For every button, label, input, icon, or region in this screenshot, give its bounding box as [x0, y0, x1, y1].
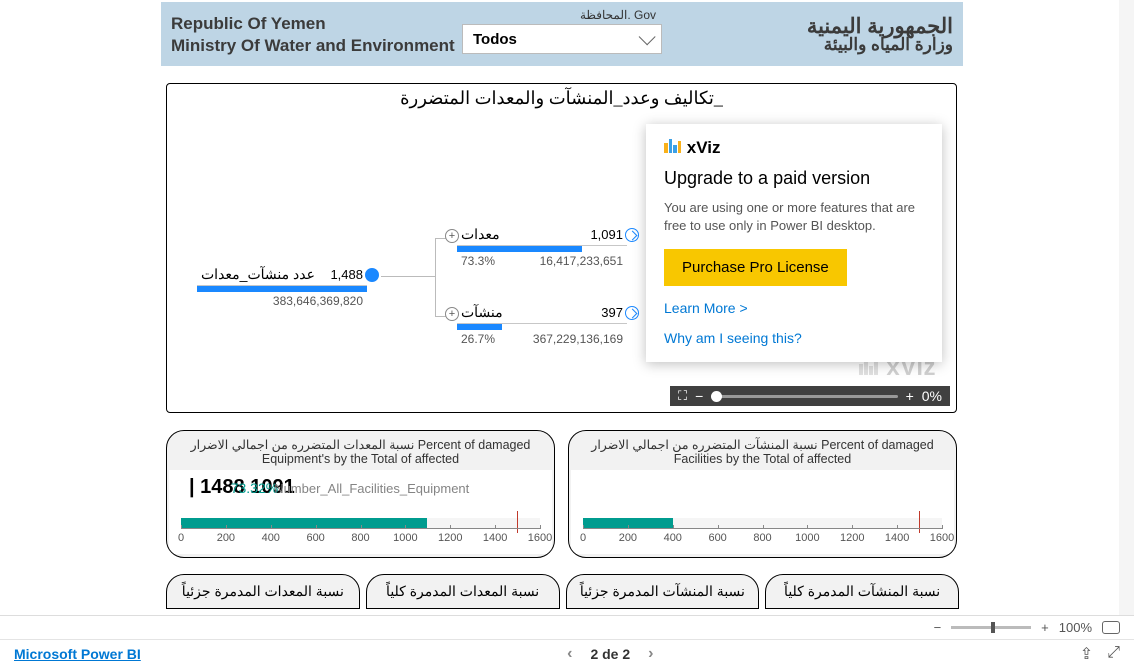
zoom-pct: 100%: [1059, 620, 1092, 635]
node-pct: 26.7%: [461, 332, 495, 346]
gauge-axis: 02004006008001000120014001600: [583, 528, 942, 548]
expand-icon[interactable]: [365, 268, 379, 282]
node-count: 1,091: [590, 227, 623, 242]
gauge-pct: 73.32%: [231, 480, 278, 496]
decomp-zoom-control[interactable]: ⛶ − + 0%: [670, 386, 950, 406]
decomp-title: تكاليف وعدد_المنشآت والمعدات المتضررة_: [167, 84, 956, 113]
report-viewport: Republic Of Yemen Ministry Of Water and …: [0, 0, 1134, 615]
plus-icon[interactable]: +: [445, 307, 459, 321]
zoom-out-icon[interactable]: −: [695, 388, 703, 404]
mini-tile[interactable]: نسبة المعدات المدمرة جزئياً: [166, 574, 360, 609]
node-label: معدات: [461, 226, 500, 243]
fullscreen-icon[interactable]: ⤢: [1107, 644, 1120, 664]
slicer-dropdown[interactable]: Todos: [462, 24, 662, 54]
header-left-line2: Ministry Of Water and Environment: [171, 36, 455, 56]
gauge-title: نسبة المنشآت المتضرره من اجمالي الاضرار …: [569, 431, 956, 470]
popup-desc: You are using one or more features that …: [664, 199, 924, 235]
share-icon[interactable]: ⇪: [1080, 644, 1093, 664]
gauge-fill: [181, 518, 427, 528]
purchase-pro-button[interactable]: Purchase Pro License: [664, 249, 847, 286]
zoom-in-icon[interactable]: +: [906, 388, 914, 404]
root-count: 1,488: [330, 267, 363, 282]
xviz-upgrade-popup: xViz Upgrade to a paid version You are u…: [646, 124, 942, 362]
zoom-out-icon[interactable]: −: [934, 620, 942, 635]
gauge-axis: 02004006008001000120014001600: [181, 528, 540, 548]
zoom-slider[interactable]: [711, 395, 897, 398]
node-cost: 16,417,233,651: [540, 254, 623, 268]
expand-icon[interactable]: [625, 306, 639, 320]
mini-tile[interactable]: نسبة المعدات المدمرة كلياً: [366, 574, 560, 609]
node-cost: 367,229,136,169: [533, 332, 623, 346]
zoom-slider[interactable]: [951, 626, 1031, 629]
header-right: الجمهورية اليمنية وزارة المياه والبيئة: [807, 14, 953, 55]
popup-heading: Upgrade to a paid version: [664, 168, 924, 189]
expand-icon[interactable]: [625, 228, 639, 242]
mini-tile[interactable]: نسبة المنشآت المدمرة جزئياً: [566, 574, 760, 609]
node-label: منشآت: [461, 304, 503, 321]
header-right-line2: وزارة المياه والبيئة: [807, 35, 953, 55]
header-left-line1: Republic Of Yemen: [171, 14, 455, 34]
mini-tile[interactable]: نسبة المنشآت المدمرة كلياً: [765, 574, 959, 609]
report-nav-bar: Microsoft Power BI ‹ 2 de 2 › ⇪ ⤢: [0, 639, 1134, 667]
slicer-value: Todos: [473, 31, 517, 48]
chevron-down-icon: [639, 28, 656, 45]
report-tools: ⇪ ⤢: [1080, 644, 1120, 664]
decomp-child-node[interactable]: + معدات 1,091 73.3%16,417,233,651: [457, 224, 627, 268]
why-seeing-this-link[interactable]: Why am I seeing this?: [664, 330, 924, 346]
facilities-percent-gauge[interactable]: نسبة المنشآت المتضرره من اجمالي الاضرار …: [568, 430, 957, 558]
xviz-logo: xViz: [664, 138, 924, 158]
vertical-scrollbar[interactable]: [1119, 0, 1134, 615]
node-count: 397: [601, 305, 623, 320]
report-pager: ‹ 2 de 2 ›: [567, 645, 653, 663]
fit-to-page-icon[interactable]: [1102, 621, 1120, 634]
powerbi-brand-link[interactable]: Microsoft Power BI: [14, 646, 141, 662]
header-left: Republic Of Yemen Ministry Of Water and …: [171, 14, 455, 56]
gauge-caption: Number_All_Facilities_Equipment: [274, 481, 469, 496]
page-next-icon[interactable]: ›: [648, 645, 653, 663]
zoom-in-icon[interactable]: +: [1041, 620, 1049, 635]
slicer-label: المحافظة. Gov: [462, 8, 662, 24]
header-band: Republic Of Yemen Ministry Of Water and …: [161, 2, 963, 66]
page-prev-icon[interactable]: ‹: [567, 645, 572, 663]
decomp-root-node[interactable]: عدد منشآت_معدات 1,488 383,646,369,820: [197, 264, 367, 308]
page-indicator: 2 de 2: [590, 646, 630, 662]
root-label: عدد منشآت_معدات: [201, 266, 315, 283]
zoom-pct: 0%: [922, 388, 942, 404]
node-pct: 73.3%: [461, 254, 495, 268]
decomp-child-node[interactable]: + منشآت 397 26.7%367,229,136,169: [457, 302, 627, 346]
fullscreen-icon[interactable]: ⛶: [678, 388, 687, 404]
root-cost: 383,646,369,820: [273, 294, 363, 308]
bottom-mini-tiles: نسبة المعدات المدمرة جزئياً نسبة المعدات…: [166, 574, 959, 609]
gauge-title: نسبة المعدات المتضرره من اجمالي الاضرار …: [167, 431, 554, 470]
plus-icon[interactable]: +: [445, 229, 459, 243]
report-zoom-bar: − + 100%: [0, 615, 1134, 639]
learn-more-link[interactable]: Learn More >: [664, 300, 924, 316]
governorate-slicer: المحافظة. Gov Todos: [462, 8, 662, 54]
equipment-percent-gauge[interactable]: نسبة المعدات المتضرره من اجمالي الاضرار …: [166, 430, 555, 558]
